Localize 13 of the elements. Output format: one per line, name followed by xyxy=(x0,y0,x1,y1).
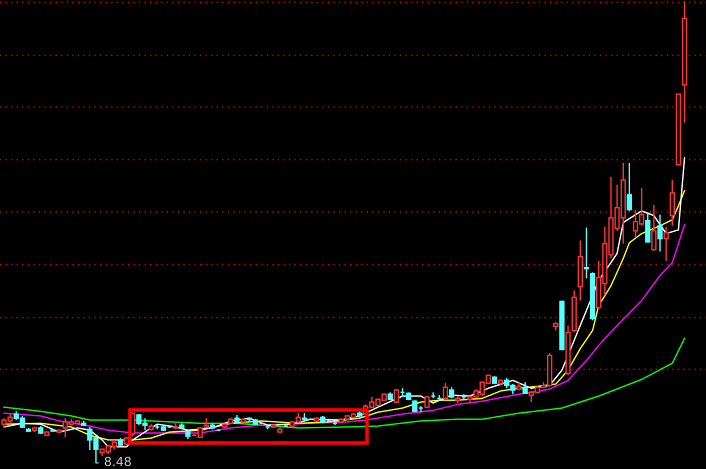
annotation: 8.48 xyxy=(104,456,131,466)
candlestick xyxy=(394,388,400,404)
candlestick xyxy=(584,226,590,280)
candlestick xyxy=(670,179,675,226)
candlestick xyxy=(448,386,454,400)
candlestick xyxy=(651,204,657,252)
candlestick xyxy=(626,162,632,212)
candlestick xyxy=(663,226,669,262)
candlestick xyxy=(645,211,650,243)
candlestick xyxy=(424,395,430,409)
candlestick xyxy=(657,214,663,252)
candlestick xyxy=(442,382,448,401)
candlestick xyxy=(522,382,528,394)
